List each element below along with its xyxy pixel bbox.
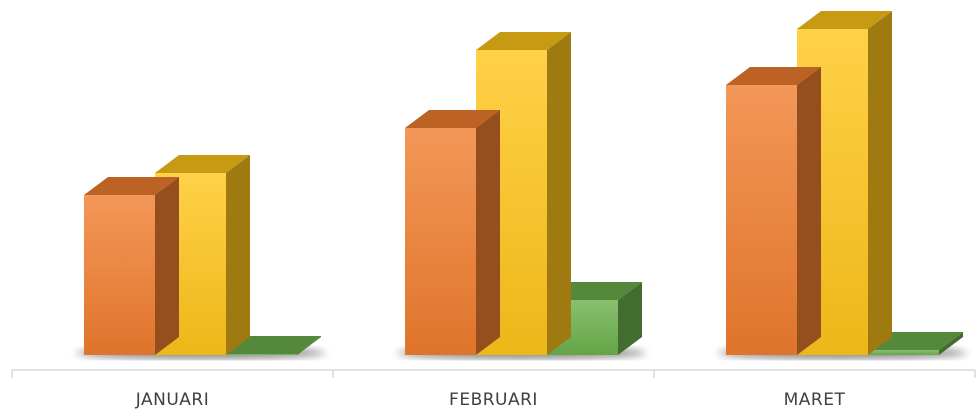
bar-front [405, 128, 476, 355]
bar-top [405, 110, 500, 128]
bar-side [868, 11, 892, 355]
bar-front [84, 195, 155, 355]
bar-side [797, 67, 821, 355]
x-tick-label: MARET [784, 390, 846, 410]
bar [84, 177, 179, 355]
bar [226, 336, 321, 355]
bar [405, 110, 500, 355]
bar-side [155, 177, 179, 355]
x-tick-label: FEBRUARI [449, 390, 538, 410]
bar-side [297, 336, 321, 355]
bar-top [84, 177, 179, 195]
bar-top [226, 336, 321, 354]
bar-side [547, 32, 571, 355]
x-tick-label: JANUARI [135, 390, 209, 410]
bar-side [618, 282, 642, 355]
bar-top [476, 32, 571, 50]
bar-side [476, 110, 500, 355]
bar-front [726, 85, 797, 355]
bar-side [939, 332, 963, 355]
bar-front [226, 354, 297, 355]
bar-front [868, 350, 939, 355]
bar [726, 67, 821, 355]
bar-top [726, 67, 821, 85]
bar-side [226, 155, 250, 355]
bar [476, 32, 571, 355]
bar-top [797, 11, 892, 29]
bar-top [155, 155, 250, 173]
